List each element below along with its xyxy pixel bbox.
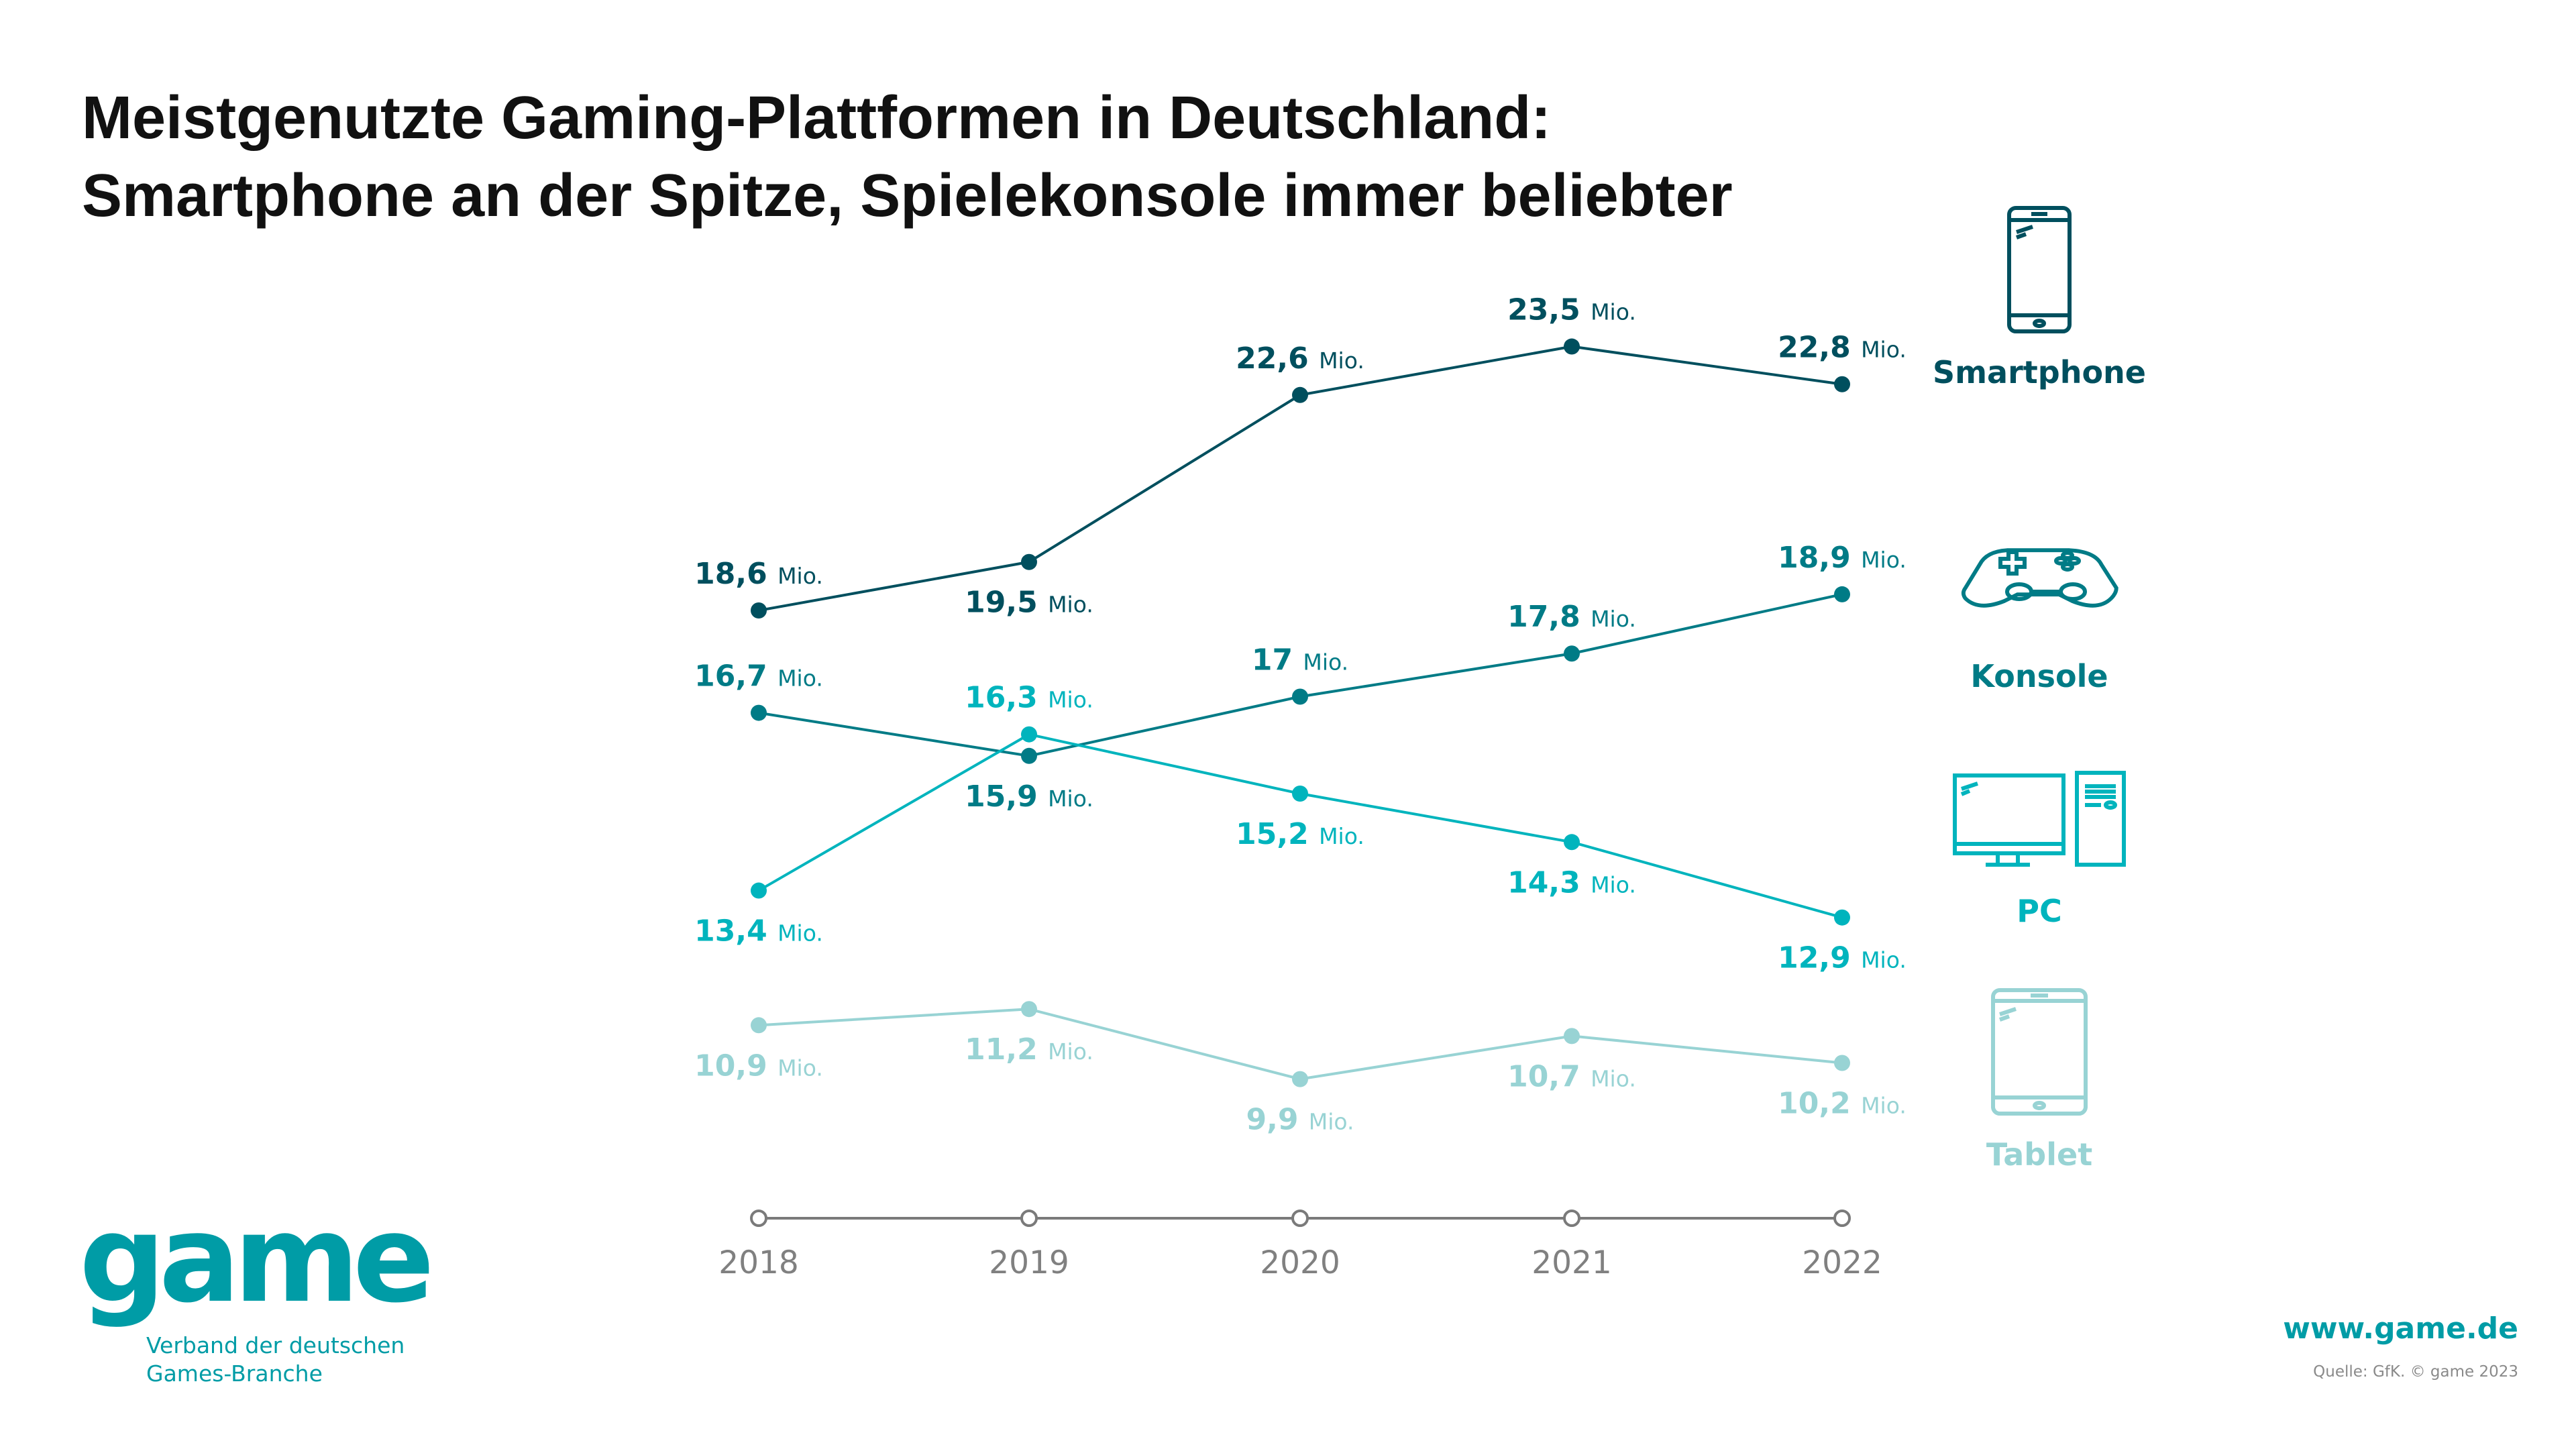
data-point-tablet-2020 [1292,1071,1308,1087]
logo-subtitle-2: Games-Branche [146,1360,323,1387]
data-point-konsole-2021 [1564,645,1580,662]
tablet-icon [1991,988,2088,1116]
legend-pc: PC [1898,770,2180,929]
data-point-konsole-2018 [751,704,767,721]
data-label-tablet-2019: 11,2 Mio. [965,1032,1093,1067]
data-point-tablet-2021 [1564,1028,1580,1044]
data-label-pc-2019: 16,3 Mio. [965,681,1093,715]
data-label-pc-2021: 14,3 Mio. [1507,865,1636,900]
data-label-pc-2018: 13,4 Mio. [694,914,823,949]
legend-label-pc: PC [2017,893,2062,929]
series-line-smartphone [758,345,1843,612]
data-point-tablet-2022 [1834,1055,1850,1071]
data-label-konsole-2020: 17 Mio. [1252,643,1348,677]
game-logo: game Verband der deutschen Games-Branche [79,1187,435,1388]
legend-smartphone: Smartphone [1898,205,2180,390]
legend-label-smartphone: Smartphone [1932,354,2146,390]
legend-label-konsole: Konsole [1970,658,2108,694]
data-label-konsole-2019: 15,9 Mio. [965,780,1093,814]
data-point-pc-2020 [1292,786,1308,802]
data-point-smartphone-2022 [1834,376,1850,392]
logo-wordmark: game [79,1189,435,1330]
legend-konsole: Konsole [1898,533,2180,694]
data-point-konsole-2020 [1292,688,1308,705]
x-tick-label-2020: 2020 [1260,1244,1340,1281]
data-label-pc-2022: 12,9 Mio. [1778,941,1907,975]
data-point-pc-2022 [1834,909,1850,926]
data-point-konsole-2019 [1021,747,1037,764]
data-label-tablet-2020: 9,9 Mio. [1246,1103,1354,1137]
data-point-tablet-2018 [751,1017,767,1034]
data-point-pc-2021 [1564,834,1580,851]
data-point-tablet-2019 [1021,1001,1037,1018]
data-label-konsole-2021: 17,8 Mio. [1507,600,1636,634]
logo-subtitle-1: Verband der deutschen [146,1332,405,1358]
data-label-tablet-2018: 10,9 Mio. [694,1049,823,1083]
x-axis-tick-marker [1563,1210,1580,1227]
x-axis-tick-marker [750,1210,767,1227]
data-label-smartphone-2021: 23,5 Mio. [1507,293,1636,327]
smartphone-icon [2007,206,2072,333]
x-tick-label-2021: 2021 [1532,1244,1612,1281]
data-label-tablet-2021: 10,7 Mio. [1507,1059,1636,1093]
data-point-pc-2018 [751,882,767,899]
x-axis-tick-marker [1020,1210,1038,1227]
x-axis-tick-marker [1833,1210,1851,1227]
chart-title: Meistgenutzte Gaming-Plattformen in Deut… [82,79,1733,235]
website-link[interactable]: www.game.de [2283,1311,2518,1346]
data-point-smartphone-2021 [1564,338,1580,355]
data-point-smartphone-2020 [1292,386,1308,403]
data-label-smartphone-2020: 22,6 Mio. [1236,341,1364,376]
data-label-smartphone-2019: 19,5 Mio. [965,586,1093,620]
data-label-konsole-2022: 18,9 Mio. [1778,541,1907,575]
x-tick-label-2019: 2019 [989,1244,1069,1281]
data-point-konsole-2022 [1834,586,1850,602]
data-point-smartphone-2019 [1021,553,1037,570]
x-axis-tick-marker [1291,1210,1309,1227]
series-line-tablet [758,1008,1843,1081]
data-point-pc-2019 [1021,726,1037,743]
desktop-pc-icon [1953,771,2126,867]
x-tick-label-2022: 2022 [1802,1244,1882,1281]
title-line-1: Meistgenutzte Gaming-Plattformen in Deut… [82,85,1552,152]
data-label-konsole-2018: 16,7 Mio. [694,659,823,694]
title-line-2: Smartphone an der Spitze, Spielekonsole … [82,162,1733,229]
legend-tablet: Tablet [1898,987,2180,1173]
data-label-pc-2020: 15,2 Mio. [1236,817,1364,851]
data-label-smartphone-2018: 18,6 Mio. [694,557,823,591]
x-tick-label-2018: 2018 [718,1244,799,1281]
legend-label-tablet: Tablet [1986,1136,2093,1173]
gamepad-icon [1961,548,2118,608]
data-label-tablet-2022: 10,2 Mio. [1778,1087,1907,1121]
data-point-smartphone-2018 [751,602,767,619]
data-label-smartphone-2022: 22,8 Mio. [1778,331,1907,365]
source-note: Quelle: GfK. © game 2023 [2313,1363,2518,1381]
